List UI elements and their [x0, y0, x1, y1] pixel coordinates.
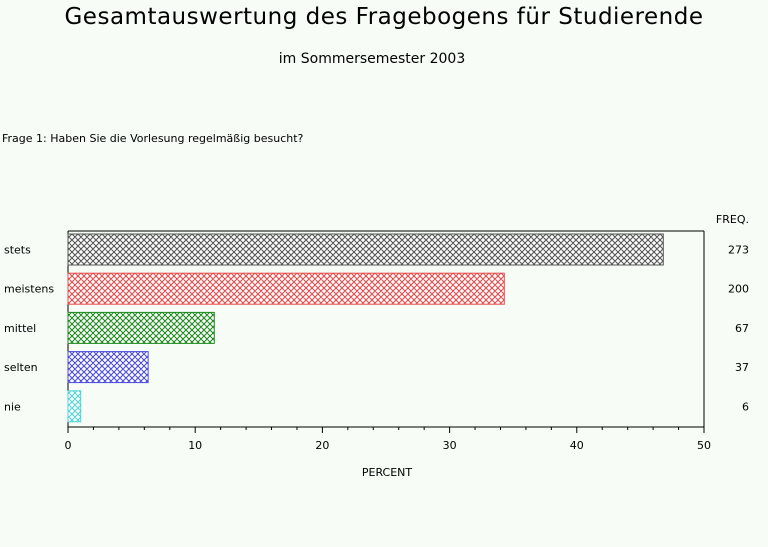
freq-labels: 273 200 67 37 6 FREQ. [716, 213, 749, 413]
x-tick-label: 40 [570, 439, 584, 452]
x-axis: 0 10 20 30 40 50 PERCENT [65, 426, 711, 479]
category-label: mittel [4, 322, 36, 335]
category-label: selten [4, 361, 38, 374]
x-tick-label: 50 [697, 439, 711, 452]
bar-mittel [67, 311, 215, 344]
category-labels: stets meistens mittel selten nie [4, 244, 54, 414]
freq-value: 200 [728, 283, 749, 296]
x-tick-label: 10 [188, 439, 202, 452]
bar-meistens [67, 272, 505, 305]
category-label: stets [4, 244, 31, 257]
category-label: meistens [4, 283, 54, 296]
freq-value: 67 [735, 322, 749, 335]
chart-title: Gesamtauswertung des Fragebogens für Stu… [64, 4, 704, 30]
x-tick-label: 0 [65, 439, 72, 452]
x-tick-label: 30 [443, 439, 457, 452]
x-tick-label: 20 [315, 439, 329, 452]
bar-selten [67, 351, 149, 384]
freq-value: 6 [742, 400, 749, 413]
chart-subtitle: im Sommersemester 2003 [278, 51, 466, 67]
bar-nie [67, 390, 82, 423]
freq-header: FREQ. [716, 213, 749, 226]
bar-stets [67, 233, 664, 266]
question-text: Frage 1: Haben Sie die Vorlesung regelmä… [2, 132, 304, 145]
freq-value: 273 [728, 244, 749, 257]
bars-layer [67, 233, 664, 423]
x-axis-label: PERCENT [362, 466, 413, 479]
category-label: nie [4, 400, 21, 413]
freq-value: 37 [735, 361, 749, 374]
